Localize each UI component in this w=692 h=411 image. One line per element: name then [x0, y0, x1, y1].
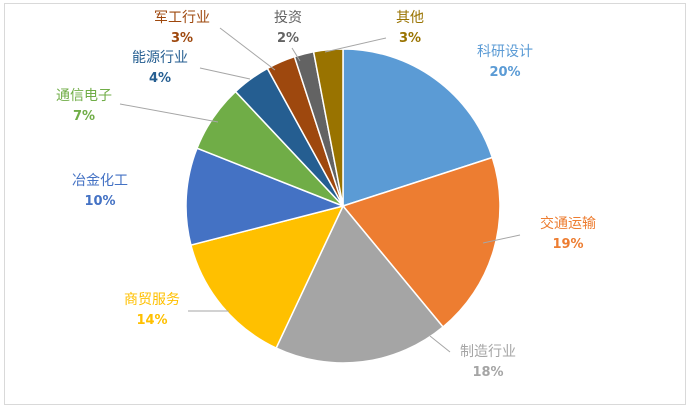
slice-label: 能源行业: [132, 50, 188, 66]
slice-percent: 10%: [84, 194, 115, 209]
leader-line: [119, 103, 219, 123]
slice-percent: 14%: [136, 313, 167, 328]
slice-label: 冶金化工: [72, 173, 128, 189]
slice-label: 科研设计: [477, 44, 533, 60]
slice-percent: 3%: [399, 31, 421, 46]
pie-slice: [275, 204, 445, 364]
slice-percent: 18%: [472, 365, 503, 380]
slice-label: 通信电子: [56, 88, 112, 104]
slice-label: 其他: [396, 10, 424, 26]
leader-line: [291, 47, 301, 62]
pie-slice: [342, 48, 494, 208]
slice-label: 商贸服务: [124, 292, 180, 308]
leader-line: [324, 37, 387, 53]
leader-line: [429, 335, 451, 353]
pie-slice: [185, 147, 346, 246]
leader-line: [482, 234, 521, 244]
slice-label: 投资: [274, 10, 302, 26]
pie-slice: [341, 156, 501, 329]
slice-percent: 19%: [552, 237, 583, 252]
slice-label: 军工行业: [154, 10, 210, 26]
slice-percent: 7%: [73, 109, 95, 124]
slice-label: 交通运输: [540, 215, 596, 232]
slice-percent: 4%: [149, 71, 171, 86]
slice-percent: 2%: [277, 31, 299, 46]
pie-slice: [190, 204, 345, 350]
pie-slice: [312, 48, 344, 207]
leader-line: [219, 27, 276, 71]
slice-percent: 20%: [489, 65, 520, 80]
slice-label: 制造行业: [460, 344, 516, 360]
leader-line: [199, 67, 251, 80]
slice-percent: 3%: [171, 31, 193, 46]
